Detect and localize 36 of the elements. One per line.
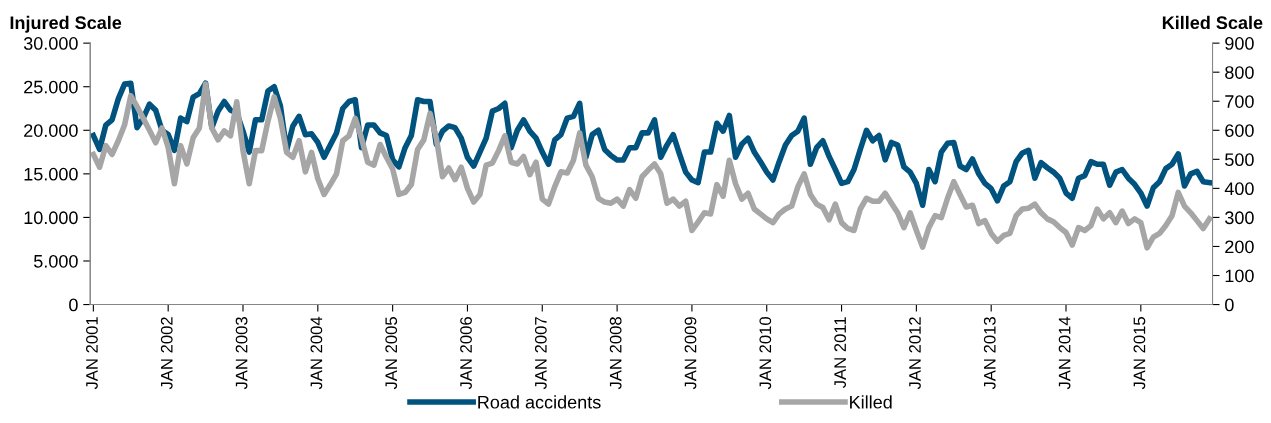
- y-axis-title: Injured Scale: [10, 15, 122, 33]
- x-tick-label: JAN 2009: [684, 317, 697, 390]
- y2-tick-label: 100: [1225, 269, 1254, 283]
- y2-axis-title: Killed Scale: [1162, 15, 1263, 30]
- y-tick-label: 30.000: [23, 37, 78, 50]
- y2-tick-label: 500: [1225, 153, 1254, 167]
- y2-tick-label: 400: [1224, 182, 1254, 196]
- x-tick-label: JAN 2005: [385, 317, 398, 390]
- y-tick-label: 10.000: [24, 211, 78, 225]
- x-tick-label: JAN 2008: [609, 317, 622, 390]
- x-tick-label: JAN 2004: [310, 316, 323, 390]
- x-tick-label: JAN 2010: [759, 317, 772, 390]
- legend-label: Killed: [850, 395, 892, 409]
- x-tick-label: JAN 2015: [1133, 317, 1146, 390]
- x-tick-label: JAN 2001: [86, 317, 98, 390]
- legend-label: Road accidents: [478, 395, 601, 409]
- y-tick-label: 25.000: [24, 80, 78, 94]
- x-tick-label: JAN 2006: [460, 317, 472, 390]
- y2-tick-label: 900: [1225, 37, 1254, 50]
- y2-tick-label: 800: [1225, 66, 1254, 79]
- y2-tick-label: 200: [1225, 240, 1254, 254]
- y2-tick-label: 700: [1225, 95, 1254, 108]
- y-tick-label: 15.000: [24, 167, 78, 181]
- x-tick-label: JAN 2013: [983, 317, 996, 390]
- x-tick-label: JAN 2012: [909, 317, 921, 390]
- y2-tick-label: 0: [1225, 298, 1234, 312]
- x-tick-label: JAN 2011: [834, 317, 847, 389]
- y-tick-label: 0: [69, 298, 78, 312]
- y-tick-label: 20.000: [24, 124, 78, 137]
- x-tick-label: JAN 2003: [235, 317, 248, 390]
- y-tick-label: 5.000: [33, 254, 78, 268]
- x-tick-label: JAN 2002: [160, 317, 173, 390]
- x-tick-label: JAN 2014: [1058, 316, 1071, 390]
- y2-tick-label: 300: [1225, 211, 1254, 225]
- y2-tick-label: 600: [1225, 124, 1254, 137]
- x-tick-label: JAN 2007: [534, 317, 547, 390]
